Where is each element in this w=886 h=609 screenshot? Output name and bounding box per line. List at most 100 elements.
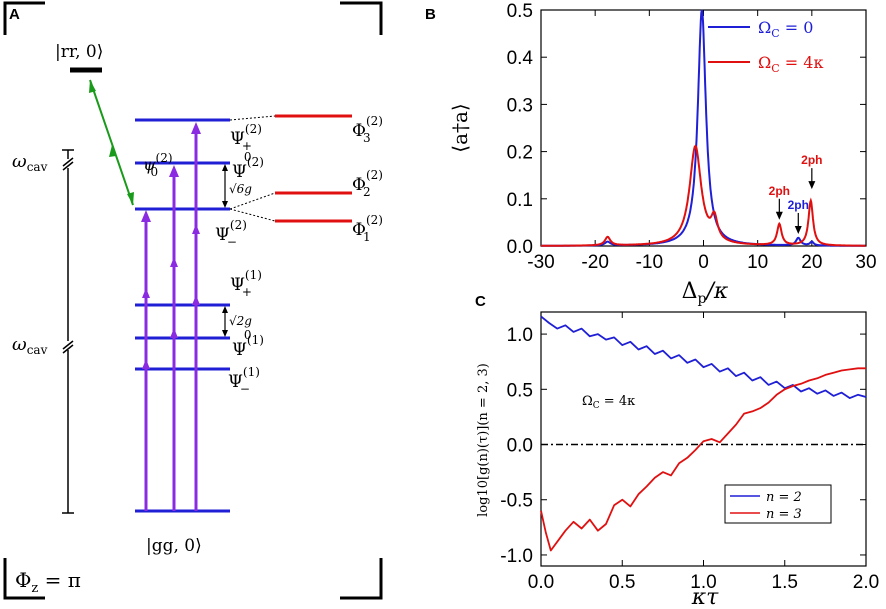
chart-b-ytick-label: 0.2: [507, 143, 533, 164]
chart-b-legend: ΩC = 0 ΩC = 4κ: [708, 18, 823, 75]
omega-break-upper-gap: [62, 159, 74, 168]
chart-c-series-2: [540, 367, 866, 552]
chart-b-xtick-label: -10: [636, 252, 663, 273]
psi2-zero-lower-label: ψ(2) 0: [143, 151, 173, 179]
pump-arrow-2-mid-head: [170, 328, 178, 338]
chart-b-xlabel: Δp/κ: [682, 279, 729, 307]
chart-b-xtick-label: 0: [698, 252, 709, 273]
chart-b-series-1: [541, 9, 866, 247]
sqrt6g-arrow-head-bottom: [222, 201, 228, 208]
panel-b: B -30 -20 -10 0 10 20 30 0.0 0.1 0.2 0.3 0.4 0.5 2ph…: [425, 1, 877, 307]
green-transition-line: [89, 79, 134, 206]
chart-c-ticks: 0.0 0.5 1.0 1.5 2.0 -1.0 -0.5 0.0 0.5 1.0: [500, 312, 879, 593]
bracket-bottom-left: [3, 558, 45, 600]
chart-b-ticks: -30 -20 -10 0 10 20 30 0.0 0.1 0.2 0.3 0.4 0.5: [507, 1, 877, 273]
chart-b-annotation-arrowhead: [775, 211, 783, 220]
chart-b-ylabel: ⟨a†a⟩: [448, 103, 472, 152]
sqrt2g-arrow-head-bottom: [222, 330, 228, 337]
chart-b-xtick-label: -20: [581, 252, 608, 273]
omega-break-upper-b: [62, 161, 74, 171]
panel-a-label-box: [7, 5, 23, 22]
chart-c-ytick-label: -1.0: [500, 546, 533, 567]
chart-b-annotation-arrowhead: [808, 181, 816, 190]
chart-c-ytick-label: 0.0: [507, 436, 533, 457]
bracket-top-left: [3, 1, 45, 35]
sqrt6g-arrow-head-top: [222, 164, 228, 171]
panel-c: C 0.0 0.5 1.0 1.5 2.0 -1.0 -0.5 0.0 0.5 1.0 ΩC = …: [475, 293, 879, 609]
panel-a: A |rr, 0⟩ ωcav ωcav: [3, 1, 383, 600]
psi2-minus-label: Ψ(2) −: [215, 218, 247, 249]
psi2-zero-label: Ψ(2)0: [232, 150, 264, 182]
level-rr-label: |rr, 0⟩: [55, 42, 103, 62]
chart-b-ytick-label: 0.3: [507, 95, 533, 116]
phi-z-label: Φz = π: [15, 568, 81, 596]
legend-c-box: [724, 484, 832, 524]
chart-b-annotation-2ph: 2ph: [801, 153, 822, 167]
panel-b-label: B: [425, 6, 436, 23]
omega-break-upper-a: [62, 157, 74, 167]
chart-b-xtick-label: 10: [747, 252, 768, 273]
panel-c-label: C: [475, 293, 486, 310]
chart-c-xtick-label: 1.5: [772, 572, 798, 593]
chart-b-annotation-2ph: 2ph: [769, 184, 790, 198]
chart-c-ylabel: log10[g(n)(τ)](n = 2, 3): [476, 363, 491, 517]
legend-b-label-2: ΩC = 4κ: [758, 53, 823, 75]
psi2-plus-label: Ψ(2) +: [230, 122, 262, 153]
connector-phi3: [229, 115, 276, 121]
chart-c-frame: [540, 311, 867, 567]
sqrt2g-arrow-head-top: [222, 306, 228, 313]
level-gg-label: |gg, 0⟩: [146, 536, 202, 556]
bracket-top-right: [340, 1, 383, 35]
pump-arrow-3-head: [191, 122, 201, 134]
sqrt6g-label: √6g: [229, 182, 252, 196]
chart-b-ytick-label: 0.1: [507, 190, 533, 211]
chart-b-ytick-label: 0.5: [507, 1, 533, 22]
chart-b-ytick-label: 0.4: [507, 48, 534, 69]
chart-b-xtick-label: 20: [801, 252, 822, 273]
panel-a-label: A: [9, 6, 20, 23]
chart-c-xtick-label: 1.0: [690, 572, 716, 593]
pump-arrow-2-mid-head-b: [170, 257, 178, 267]
omega-cav-lower-label: ωcav: [12, 334, 48, 357]
chart-b-xtick-label: 30: [855, 252, 876, 273]
legend-c-label-1: n = 2: [766, 490, 802, 505]
chart-c-ytick-label: -0.5: [500, 491, 533, 512]
chart-c-ytick-label: 1.0: [507, 325, 533, 346]
chart-c-legend: n = 2 n = 3: [724, 484, 832, 524]
chart-c-series: [540, 315, 867, 552]
chart-c-series-1: [540, 315, 867, 400]
omega-break-lower-b: [62, 344, 74, 354]
pump-arrow-3-mid-head: [192, 295, 200, 305]
chart-c-xtick-label: 0.0: [528, 572, 554, 593]
pump-arrow-1-head: [141, 210, 151, 222]
chart-c-xtick-label: 2.0: [853, 572, 879, 593]
chart-c-xlabel: κτ: [691, 585, 719, 609]
pump-arrow-1-mid-head-b: [142, 288, 150, 298]
pump-arrow-3-mid-head-b: [192, 224, 200, 234]
green-arrow-head-mid: [109, 145, 116, 157]
chart-c-xtick-label: 0.5: [609, 572, 635, 593]
chart-b-series: [541, 9, 866, 247]
pump-arrow-2-head: [169, 165, 179, 177]
sqrt2g-label: √2g: [229, 314, 252, 328]
chart-c-annotation: ΩC = 4κ: [582, 394, 635, 411]
omega-cav-upper-label: ωcav: [12, 151, 48, 174]
chart-b-annotation-2ph: 2ph: [788, 198, 809, 212]
phi3-label: Φ(2) 3: [352, 114, 383, 145]
chart-b-ytick-label: 0.0: [507, 237, 533, 258]
chart-b-annotation-arrowhead: [794, 225, 802, 234]
phi2-label: Φ(2) 2: [352, 168, 383, 199]
psi1-zero-label: Ψ(1)0: [232, 328, 264, 360]
green-arrow-head-bottom: [127, 192, 134, 205]
bracket-bottom-right: [340, 558, 383, 600]
pump-arrow-1-mid-head: [142, 359, 150, 369]
chart-b-xtick-label: -30: [527, 252, 554, 273]
psi1-plus-label: Ψ(1) +: [230, 268, 262, 299]
chart-c-ytick-label: 0.5: [507, 380, 533, 401]
phi1-label: Φ(2) 1: [352, 213, 383, 244]
omega-break-lower-a: [62, 340, 74, 350]
legend-b-label-1: ΩC = 0: [758, 18, 813, 40]
psi1-minus-label: Ψ(1) −: [228, 365, 260, 396]
